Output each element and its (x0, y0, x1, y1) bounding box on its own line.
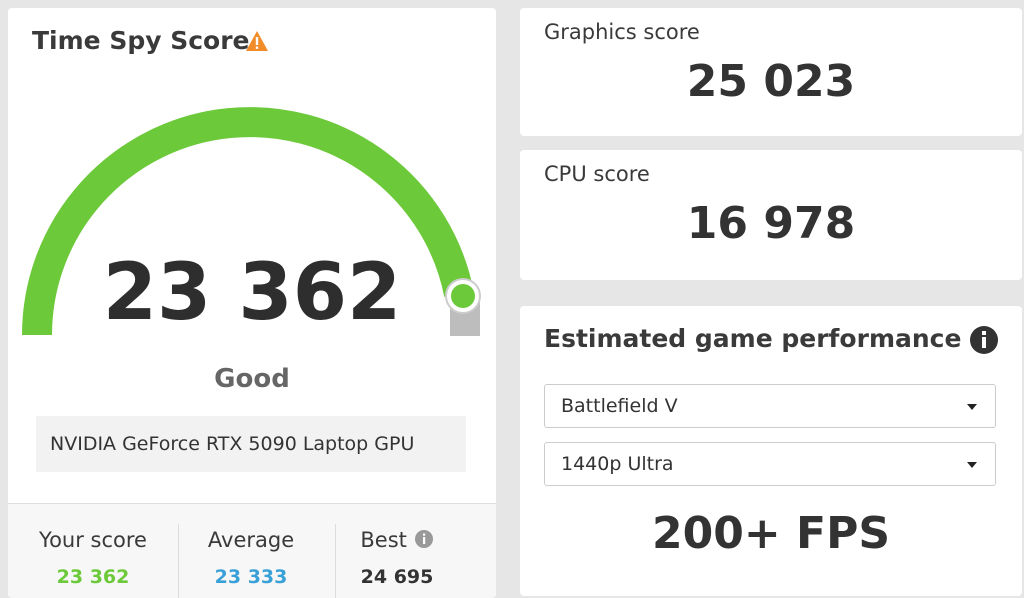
cpu-score: 16 978 (686, 198, 856, 249)
graphics-score: 25 023 (686, 56, 856, 107)
graphics-card: Graphics score 25 023 (520, 8, 1022, 136)
info-icon[interactable] (969, 325, 999, 355)
game-card: Estimated game performance Battlefield V… (520, 306, 1022, 596)
divider (335, 524, 336, 598)
best-column: Best 24 695 (312, 528, 482, 588)
score-title: Time Spy Score (32, 26, 250, 55)
average-value: 23 333 (214, 566, 288, 588)
game-title: Estimated game performance (544, 324, 962, 353)
score-card: Time Spy Score 23 362 Good NVIDIA GeForc… (8, 8, 496, 598)
warning-mark (255, 37, 259, 45)
your-score-label: Your score (39, 528, 147, 552)
caret (967, 404, 977, 410)
game-select[interactable]: Battlefield V (544, 384, 996, 428)
score-summary: Your score 23 362 Average 23 333 Best 24… (8, 503, 496, 598)
gauge-arc (22, 107, 474, 336)
best-value: 24 695 (360, 566, 434, 588)
your-score-value: 23 362 (56, 566, 130, 588)
warning-icon[interactable] (245, 30, 269, 52)
preset-select[interactable]: 1440p Ultra (544, 442, 996, 486)
fps: 200+ FPS (651, 508, 891, 559)
rating: Good (214, 364, 290, 394)
average-label: Average (207, 528, 295, 552)
divider (178, 524, 179, 598)
best-label-row: Best (312, 528, 482, 552)
gauge (22, 107, 481, 336)
graphics-label: Graphics score (544, 20, 700, 44)
main-score: 23 362 (102, 248, 402, 338)
best-label: Best (360, 528, 407, 552)
game-option: Battlefield V (561, 395, 678, 417)
info-icon[interactable] (414, 529, 434, 549)
gpu-name: NVIDIA GeForce RTX 5090 Laptop GPU (36, 416, 466, 472)
gauge-knob (451, 284, 475, 308)
warning-dot (255, 46, 259, 49)
average-column: Average 23 333 (166, 528, 336, 588)
caret (967, 462, 977, 468)
cpu-label: CPU score (544, 162, 650, 186)
cpu-card: CPU score 16 978 (520, 150, 1022, 280)
your-score-column: Your score 23 362 (8, 528, 178, 588)
preset-option: 1440p Ultra (561, 453, 674, 475)
